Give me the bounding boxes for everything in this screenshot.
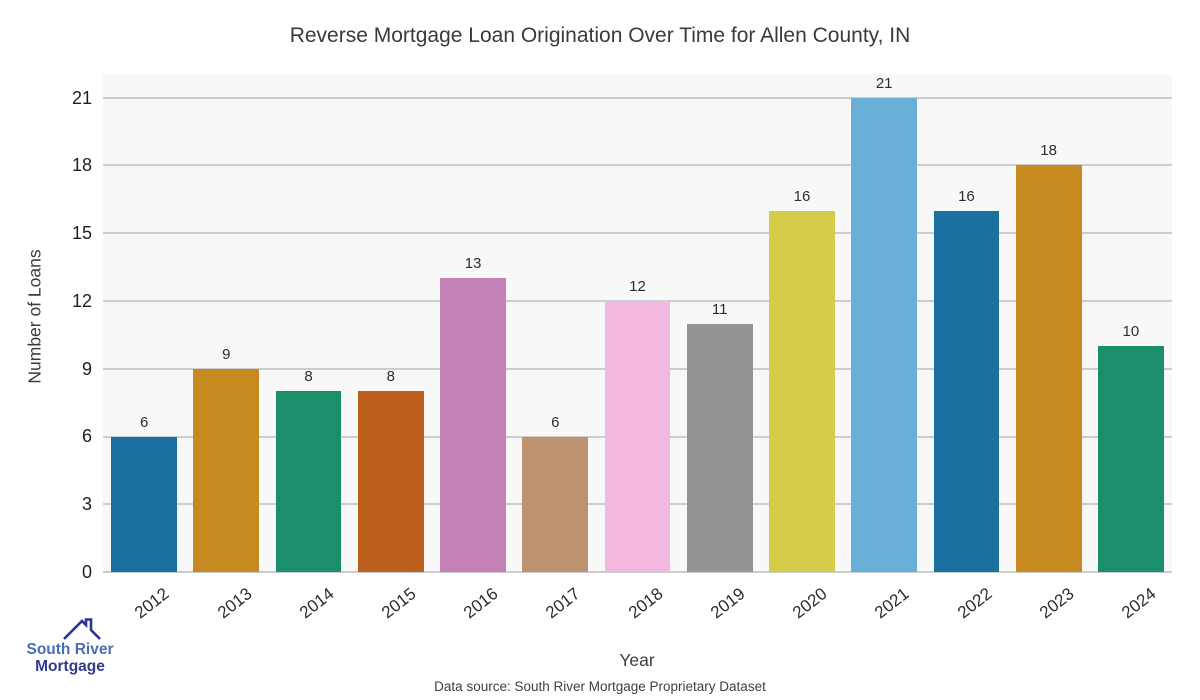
bar-2024 xyxy=(1097,346,1164,572)
bar-2015 xyxy=(357,391,424,572)
gridline-y-0 xyxy=(103,571,1172,573)
logo-text-line2: Mortgage xyxy=(35,658,105,675)
bar-2017 xyxy=(522,436,589,572)
x-axis-title: Year xyxy=(619,650,655,670)
y-tick-label-9: 9 xyxy=(81,358,92,379)
bar-value-label-2022: 16 xyxy=(958,187,975,205)
gridline-y-18 xyxy=(103,164,1172,167)
bar-value-label-2018: 12 xyxy=(629,277,646,295)
gridline-y-21 xyxy=(103,96,1172,99)
bar-2022 xyxy=(933,210,1000,572)
x-tick-label-2023: 2023 xyxy=(1035,584,1078,623)
house-roof-icon xyxy=(63,618,101,640)
bar-2021 xyxy=(851,97,918,572)
x-tick-label-2014: 2014 xyxy=(295,584,338,623)
bar-value-label-2015: 8 xyxy=(386,368,395,386)
bar-2020 xyxy=(769,210,835,572)
x-tick-label-2021: 2021 xyxy=(871,584,913,623)
x-tick-label-2018: 2018 xyxy=(624,584,667,623)
x-tick-label-2013: 2013 xyxy=(213,584,256,623)
bar-2013 xyxy=(193,368,260,572)
bar-value-label-2016: 13 xyxy=(464,255,482,273)
y-tick-label-18: 18 xyxy=(71,155,92,176)
logo-text-line1: South River xyxy=(26,641,114,658)
x-tick-label-2019: 2019 xyxy=(706,584,749,623)
plot-area: 6 9 8 8 13 6 12 11 16 21 16 18 10 xyxy=(103,74,1172,573)
bar-value-label-2024: 10 xyxy=(1122,323,1140,341)
y-axis-title: Number of Loans xyxy=(24,249,45,384)
x-tick-label-2020: 2020 xyxy=(789,584,831,623)
y-tick-label-21: 21 xyxy=(71,87,92,108)
data-source-note: Data source: South River Mortgage Propri… xyxy=(434,679,766,694)
x-tick-label-2017: 2017 xyxy=(542,584,584,623)
bar-2019 xyxy=(686,323,753,572)
y-tick-label-3: 3 xyxy=(81,494,92,515)
bar-value-label-2019: 11 xyxy=(711,300,728,318)
bar-2016 xyxy=(440,278,506,572)
chart-title: Reverse Mortgage Loan Origination Over T… xyxy=(289,24,911,47)
bar-2014 xyxy=(275,391,342,572)
bar-value-label-2020: 16 xyxy=(793,187,811,205)
bar-value-label-2012: 6 xyxy=(139,413,149,431)
gridline-y-15 xyxy=(103,232,1172,235)
x-tick-label-2015: 2015 xyxy=(378,584,420,623)
x-tick-label-2012: 2012 xyxy=(131,584,173,623)
x-tick-label-2016: 2016 xyxy=(460,584,502,623)
y-tick-label-0: 0 xyxy=(81,562,92,582)
bar-value-label-2021: 21 xyxy=(875,74,893,92)
y-tick-label-12: 12 xyxy=(71,290,92,311)
bar-value-label-2023: 18 xyxy=(1040,142,1057,160)
bar-value-label-2014: 8 xyxy=(304,368,313,386)
x-tick-label-2022: 2022 xyxy=(953,584,996,623)
bar-2023 xyxy=(1015,165,1082,572)
bar-2018 xyxy=(604,300,671,572)
bar-2012 xyxy=(111,436,177,572)
y-tick-label-15: 15 xyxy=(71,223,92,244)
south-river-mortgage-logo: South River Mortgage xyxy=(18,617,122,681)
bar-value-label-2017: 6 xyxy=(551,413,560,431)
bar-value-label-2013: 9 xyxy=(222,345,231,363)
y-tick-label-6: 6 xyxy=(81,426,92,447)
x-tick-label-2024: 2024 xyxy=(1118,584,1160,623)
